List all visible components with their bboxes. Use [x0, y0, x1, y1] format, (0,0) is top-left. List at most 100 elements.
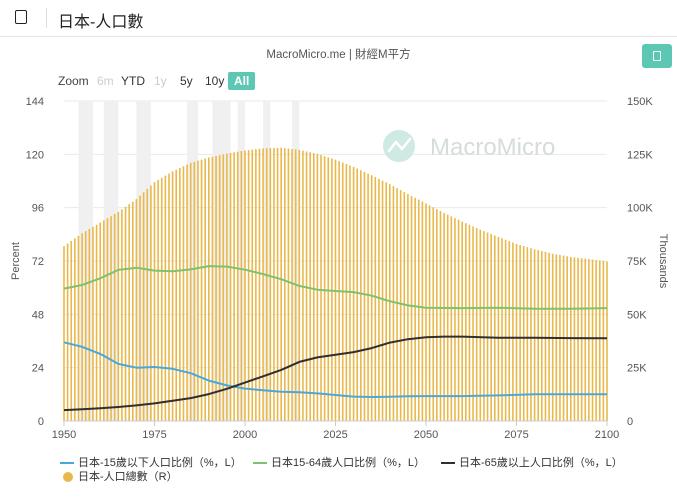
population-bar	[515, 243, 518, 421]
y-right-tick-label: 25K	[627, 363, 647, 375]
population-bar	[591, 259, 594, 421]
expand-button[interactable]	[642, 44, 672, 68]
population-bar	[309, 152, 311, 421]
population-bar	[370, 175, 373, 421]
header-bar: 日本-人口數	[0, 0, 677, 37]
population-bar	[465, 223, 467, 421]
population-bar	[443, 213, 445, 421]
x-tick-label: 2025	[323, 429, 347, 441]
shaded-band	[212, 101, 231, 421]
population-bar	[472, 226, 474, 421]
population-bar	[410, 195, 413, 421]
population-bar	[171, 171, 174, 421]
population-bar	[218, 155, 221, 422]
population-bar	[349, 165, 351, 421]
zoom-all-button[interactable]: All	[228, 72, 256, 90]
population-bar	[598, 260, 601, 421]
population-bar	[493, 235, 496, 421]
population-bar	[291, 149, 293, 421]
population-bar	[320, 155, 322, 422]
header-divider	[46, 8, 47, 28]
population-bar	[197, 160, 199, 421]
population-bar	[81, 233, 83, 421]
legend-dot-icon	[63, 472, 73, 482]
population-bar	[95, 224, 98, 421]
zoom-label: Zoom	[58, 74, 89, 88]
population-bar	[446, 214, 449, 421]
population-bar	[186, 164, 188, 421]
population-bar	[287, 148, 290, 421]
legend-line-icon	[60, 462, 74, 464]
population-bar	[360, 170, 362, 421]
population-bar	[588, 259, 590, 421]
population-bar	[150, 185, 152, 421]
population-bar	[168, 173, 170, 421]
population-bar	[131, 201, 134, 421]
book-icon[interactable]	[15, 10, 27, 24]
population-bar	[497, 236, 500, 421]
zoom-10y-button[interactable]: 10y	[205, 74, 225, 88]
population-bar	[175, 169, 178, 421]
population-bar	[526, 247, 529, 421]
population-bar	[92, 226, 94, 421]
population-bar	[77, 235, 80, 421]
population-bar	[501, 238, 503, 421]
population-bar	[139, 195, 141, 421]
population-bar	[265, 148, 268, 421]
population-bar	[312, 153, 315, 421]
population-bar	[316, 153, 319, 421]
population-bar	[229, 152, 232, 421]
population-bar	[262, 148, 264, 422]
y-right-tick-label: 125K	[627, 149, 653, 161]
population-bar	[269, 148, 272, 421]
y-right-tick-label: 100K	[627, 203, 653, 215]
population-bar	[70, 240, 73, 421]
zoom-6m-button[interactable]: 6m	[97, 74, 114, 88]
population-bar	[537, 250, 540, 421]
population-bar	[84, 231, 87, 421]
population-bar	[160, 177, 163, 421]
population-bar	[541, 251, 543, 421]
population-bar	[468, 224, 471, 421]
population-bar	[584, 258, 587, 421]
legend-label: 日本-65歲以上人口比例（%，L）	[459, 457, 623, 469]
population-bar	[327, 157, 330, 421]
population-bar	[522, 246, 525, 421]
population-bar	[454, 218, 456, 421]
population-bar	[573, 257, 576, 421]
y-left-tick-label: 96	[32, 203, 44, 215]
zoom-5y-button[interactable]: 5y	[180, 74, 193, 88]
population-bar	[233, 152, 235, 421]
legend-label: 日本15-64歲人口比例（%，L）	[271, 457, 426, 469]
population-bar	[189, 162, 192, 421]
population-bar	[103, 220, 105, 421]
population-bar	[142, 192, 145, 421]
y-right-tick-label: 150K	[627, 96, 653, 108]
x-tick-label: 1950	[52, 429, 76, 441]
population-bar	[486, 232, 489, 421]
zoom-1y-button[interactable]: 1y	[154, 74, 167, 88]
population-bar	[504, 239, 507, 421]
population-bar	[381, 180, 384, 421]
population-bar	[193, 161, 196, 422]
population-bar	[211, 156, 214, 422]
y-right-tick-label: 75K	[627, 256, 647, 268]
population-bar	[204, 158, 206, 421]
y-left-tick-label: 48	[32, 309, 44, 321]
population-bar	[378, 178, 380, 421]
x-tick-label: 2100	[595, 429, 619, 441]
y-left-tick-label: 144	[26, 96, 44, 108]
zoom-ytd-button[interactable]: YTD	[121, 74, 145, 88]
population-bar	[106, 218, 109, 421]
population-bar	[146, 188, 149, 421]
population-bar	[399, 190, 402, 421]
population-bar	[124, 206, 127, 421]
population-bar	[457, 219, 460, 421]
population-bar	[182, 166, 185, 421]
population-bar	[425, 203, 427, 421]
shaded-band	[187, 101, 198, 421]
population-bar	[392, 186, 395, 421]
legend-line-icon	[441, 462, 455, 464]
y-left-tick-label: 120	[26, 149, 44, 161]
population-bar	[255, 149, 257, 422]
